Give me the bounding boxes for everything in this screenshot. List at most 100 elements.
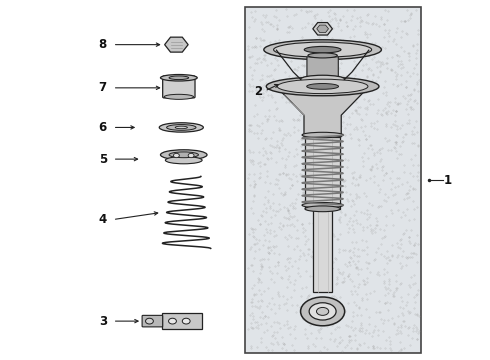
Point <box>256 163 264 168</box>
Point <box>384 30 392 36</box>
Point <box>352 302 360 307</box>
Point <box>355 306 363 311</box>
Point <box>299 316 307 321</box>
Point <box>270 229 278 234</box>
Point <box>411 299 419 305</box>
Point <box>274 259 282 265</box>
Point <box>245 175 252 181</box>
Point <box>383 65 391 71</box>
Point <box>349 226 357 232</box>
Point <box>265 347 272 353</box>
Point <box>345 337 353 343</box>
Point <box>363 73 370 79</box>
Point <box>392 240 400 246</box>
Point <box>384 38 392 44</box>
Point <box>404 17 412 23</box>
Point <box>323 312 331 318</box>
Point <box>254 217 262 222</box>
Point <box>258 298 266 303</box>
Point <box>314 166 322 171</box>
Point <box>366 175 374 181</box>
Point <box>411 152 418 158</box>
Point <box>245 24 252 30</box>
Point <box>332 295 340 301</box>
Point <box>362 193 370 199</box>
Point <box>272 58 280 63</box>
Point <box>255 88 263 94</box>
Point <box>339 13 347 18</box>
Point <box>383 248 391 253</box>
Point <box>389 121 397 127</box>
Point <box>413 47 420 53</box>
Point <box>411 98 418 104</box>
Point <box>259 242 267 247</box>
Point <box>368 230 376 236</box>
Point <box>346 131 354 136</box>
Point <box>299 165 307 171</box>
Point <box>392 29 400 35</box>
Point <box>274 289 282 295</box>
Point <box>370 288 378 294</box>
Point <box>287 44 294 50</box>
Point <box>304 86 312 92</box>
Point <box>409 42 416 48</box>
Point <box>363 296 371 302</box>
Point <box>384 8 392 14</box>
Point <box>402 262 410 267</box>
Point <box>274 81 282 86</box>
Point <box>316 85 323 90</box>
Point <box>373 118 381 124</box>
Point <box>276 325 284 331</box>
Point <box>255 277 263 283</box>
Point <box>275 305 283 311</box>
Point <box>373 149 381 155</box>
Point <box>315 49 323 55</box>
Point <box>363 207 371 213</box>
Point <box>352 239 360 245</box>
Point <box>248 310 256 316</box>
Point <box>380 271 388 276</box>
Point <box>296 253 304 259</box>
Point <box>409 173 416 179</box>
Point <box>285 259 293 265</box>
Point <box>375 309 383 315</box>
Point <box>341 132 349 138</box>
Point <box>398 28 406 34</box>
Point <box>266 205 273 211</box>
Point <box>334 23 342 29</box>
Point <box>397 330 405 336</box>
Point <box>309 248 317 253</box>
Point <box>344 333 352 339</box>
Point <box>314 174 322 179</box>
Point <box>283 257 291 262</box>
Point <box>297 307 305 312</box>
Point <box>311 306 319 312</box>
Point <box>291 80 298 86</box>
Point <box>271 117 279 122</box>
Point <box>266 21 274 26</box>
Point <box>311 249 319 255</box>
Point <box>355 327 363 333</box>
Point <box>323 123 331 129</box>
Point <box>291 66 299 72</box>
Point <box>385 27 392 33</box>
Point <box>327 103 335 108</box>
Point <box>326 336 334 342</box>
Point <box>257 279 265 285</box>
Point <box>349 26 357 32</box>
Point <box>392 76 400 82</box>
Point <box>247 128 255 134</box>
Point <box>370 179 378 185</box>
Point <box>328 68 336 74</box>
Point <box>333 188 341 193</box>
Point <box>320 121 328 127</box>
Point <box>400 318 408 324</box>
Point <box>324 9 332 15</box>
Point <box>370 225 378 231</box>
Point <box>318 114 325 120</box>
Point <box>337 209 344 215</box>
Point <box>255 149 263 155</box>
Point <box>279 171 287 176</box>
Point <box>280 322 288 328</box>
Point <box>412 292 419 298</box>
